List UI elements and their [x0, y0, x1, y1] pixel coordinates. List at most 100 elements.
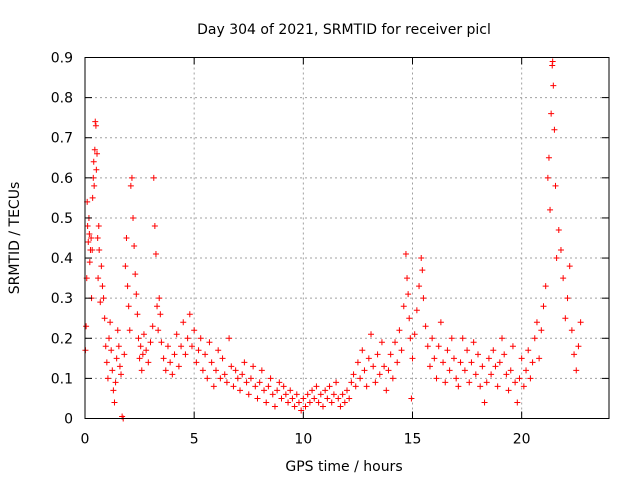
data-point: [254, 395, 261, 402]
data-point: [127, 182, 134, 189]
y-tick-label: 0.5: [51, 211, 73, 227]
data-point: [370, 363, 377, 370]
data-point: [459, 335, 466, 342]
data-point: [86, 230, 93, 237]
data-point: [267, 375, 274, 382]
data-point: [461, 367, 468, 374]
data-point: [418, 255, 425, 262]
data-point: [223, 379, 230, 386]
data-point: [315, 399, 322, 406]
data-point: [175, 363, 182, 370]
data-point: [392, 339, 399, 346]
data-point: [538, 327, 545, 334]
data-point: [472, 371, 479, 378]
y-tick-label: 0.6: [51, 171, 73, 187]
data-point: [344, 387, 350, 394]
data-point: [466, 379, 473, 386]
data-point: [424, 343, 431, 350]
data-point: [94, 150, 101, 157]
data-point: [330, 391, 337, 398]
data-point: [357, 375, 364, 382]
data-point: [143, 347, 150, 354]
data-point: [437, 319, 444, 326]
data-point: [372, 379, 379, 386]
data-point: [291, 403, 298, 410]
data-point: [352, 383, 359, 390]
data-point: [394, 359, 401, 366]
data-point: [95, 275, 102, 282]
data-point: [408, 395, 415, 402]
data-point: [293, 391, 300, 398]
data-point: [219, 355, 226, 362]
data-point: [406, 315, 413, 322]
data-point: [442, 379, 449, 386]
data-point: [171, 351, 178, 358]
data-point: [531, 335, 538, 342]
data-point: [523, 367, 530, 374]
data-point: [106, 335, 113, 342]
data-point: [575, 343, 582, 350]
data-point: [186, 311, 193, 318]
data-point: [548, 110, 555, 117]
data-point: [527, 375, 534, 382]
data-point: [501, 351, 508, 358]
data-point: [317, 391, 324, 398]
data-point: [361, 367, 368, 374]
data-point: [507, 367, 514, 374]
data-point: [529, 359, 536, 366]
data-point: [247, 375, 254, 382]
data-point: [555, 226, 562, 233]
data-point: [90, 158, 97, 165]
data-point: [549, 58, 556, 65]
data-point: [306, 399, 313, 406]
data-point: [154, 303, 161, 310]
data-point: [446, 367, 453, 374]
data-point: [326, 383, 333, 390]
data-point: [156, 295, 163, 302]
data-point: [448, 335, 455, 342]
data-point: [455, 383, 462, 390]
data-point: [147, 339, 154, 346]
data-point: [133, 291, 140, 298]
data-point: [100, 295, 107, 302]
data-point: [160, 355, 167, 362]
data-point: [202, 351, 209, 358]
data-point: [348, 379, 355, 386]
data-point: [112, 379, 119, 386]
data-point: [243, 379, 250, 386]
plot-frame: [84, 57, 610, 419]
data-point: [525, 347, 532, 354]
data-point: [389, 375, 396, 382]
data-point: [309, 387, 316, 394]
data-point: [485, 355, 492, 362]
data-point: [374, 351, 381, 358]
data-point: [512, 379, 519, 386]
data-point: [444, 347, 451, 354]
data-point: [234, 375, 241, 382]
data-points: [82, 58, 584, 422]
data-point: [104, 375, 111, 382]
data-point: [566, 263, 573, 270]
data-point: [114, 327, 121, 334]
data-point: [289, 395, 296, 402]
data-point: [123, 235, 130, 241]
data-point: [140, 331, 147, 338]
data-point: [385, 367, 392, 374]
data-point: [126, 327, 133, 334]
data-point: [577, 319, 584, 326]
data-point: [221, 371, 228, 378]
data-point: [250, 363, 257, 370]
data-point: [217, 375, 224, 382]
x-tick-label: 10: [294, 432, 312, 448]
data-point: [381, 363, 388, 370]
data-point: [261, 387, 268, 394]
data-point: [124, 283, 131, 290]
data-point: [164, 343, 171, 350]
data-point: [239, 371, 246, 378]
data-point: [573, 367, 580, 374]
data-point: [208, 359, 215, 366]
axis-ticks: 0 0.1 0.2 0.3 0.4 0.5 0.6 0.7 0.8 0.9 0 5 10 15 20: [51, 51, 609, 448]
data-point: [95, 222, 102, 229]
data-point: [453, 375, 460, 382]
data-point: [138, 367, 145, 374]
